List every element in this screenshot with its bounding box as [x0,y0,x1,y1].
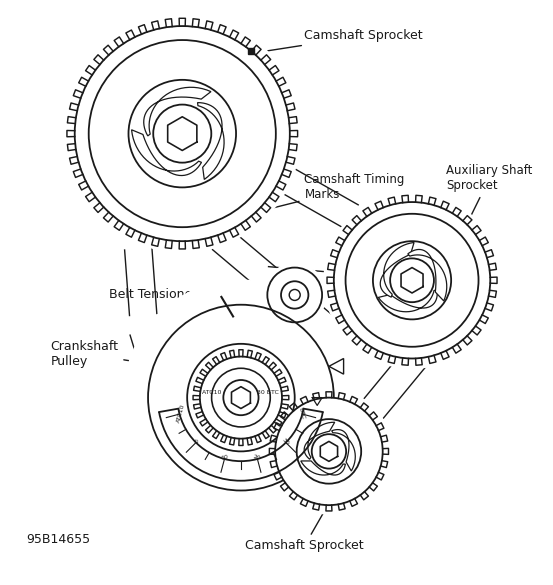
Circle shape [223,380,259,415]
Circle shape [88,40,276,227]
Polygon shape [103,147,152,235]
Circle shape [373,241,451,319]
Polygon shape [197,102,224,180]
Circle shape [263,264,326,326]
Polygon shape [304,422,335,459]
Circle shape [390,259,434,302]
Polygon shape [229,139,358,229]
Circle shape [267,267,322,322]
Polygon shape [212,229,362,361]
Circle shape [64,15,301,252]
Circle shape [334,202,491,359]
Circle shape [200,356,282,439]
Polygon shape [130,327,186,431]
Circle shape [124,280,358,515]
Text: Crankshaft
Pulley: Crankshaft Pulley [50,340,173,369]
Polygon shape [329,359,343,374]
Text: Camshaft Timing
Marks: Camshaft Timing Marks [231,173,405,220]
Polygon shape [380,243,414,297]
Polygon shape [132,130,201,176]
Text: 10: 10 [221,455,229,461]
Polygon shape [332,429,355,471]
Circle shape [346,214,478,347]
Circle shape [289,290,300,301]
Circle shape [187,344,295,452]
Circle shape [212,369,270,427]
Text: BTC: BTC [297,407,305,420]
Circle shape [281,281,309,309]
Circle shape [312,434,346,469]
Text: 0: 0 [194,439,200,445]
Text: TDC: TDC [285,362,311,375]
Text: Camshaft Sprocket: Camshaft Sprocket [211,29,423,61]
Circle shape [153,105,211,163]
Text: 95B14655: 95B14655 [26,533,90,546]
Circle shape [75,26,290,241]
Circle shape [275,398,383,505]
Polygon shape [144,87,211,136]
Polygon shape [284,401,342,431]
Text: Auxiliary Shaft
Sprocket: Auxiliary Shaft Sprocket [446,164,533,252]
Polygon shape [301,461,346,475]
Text: Belt Tensioner: Belt Tensioner [109,288,264,301]
Text: 20: 20 [253,455,262,461]
Circle shape [296,419,361,484]
Polygon shape [362,306,462,418]
Text: Camshaft Sprocket: Camshaft Sprocket [245,507,364,552]
Polygon shape [378,290,437,312]
Text: 30: 30 [280,437,290,446]
Polygon shape [266,267,324,299]
Circle shape [128,80,236,187]
Text: ATC10: ATC10 [176,404,186,424]
Circle shape [267,389,392,514]
Polygon shape [408,249,447,301]
Text: ATC10  0  10  20  30 BTC: ATC10 0 10 20 30 BTC [202,390,279,395]
Circle shape [324,192,500,369]
Polygon shape [124,248,157,315]
